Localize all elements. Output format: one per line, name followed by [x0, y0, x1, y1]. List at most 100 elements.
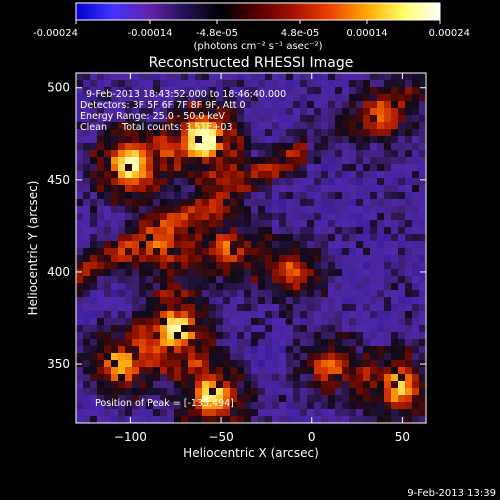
heatmap-cell — [307, 311, 314, 318]
heatmap-cell — [209, 339, 216, 346]
heatmap-cell — [132, 206, 139, 213]
heatmap-cell — [118, 227, 125, 234]
heatmap-cell — [370, 269, 377, 276]
heatmap-cell — [335, 241, 342, 248]
heatmap-cell — [286, 73, 293, 80]
heatmap-cell — [160, 409, 167, 416]
heatmap-cell — [76, 311, 83, 318]
heatmap-cell — [125, 360, 132, 367]
heatmap-cell — [146, 388, 153, 395]
heatmap-cell — [419, 402, 426, 409]
heatmap-cell — [125, 157, 132, 164]
y-tick-label: 450 — [47, 173, 70, 187]
heatmap-cell — [139, 318, 146, 325]
heatmap-cell — [83, 339, 90, 346]
heatmap-cell — [405, 227, 412, 234]
heatmap-cell — [321, 164, 328, 171]
heatmap-cell — [76, 150, 83, 157]
heatmap-cell — [230, 402, 237, 409]
heatmap-cell — [97, 283, 104, 290]
heatmap-cell — [237, 234, 244, 241]
heatmap-cell — [97, 220, 104, 227]
heatmap-cell — [188, 192, 195, 199]
heatmap-cell — [97, 213, 104, 220]
heatmap-cell — [153, 136, 160, 143]
heatmap-cell — [363, 367, 370, 374]
heatmap-cell — [286, 234, 293, 241]
heatmap-cell — [167, 395, 174, 402]
heatmap-cell — [104, 220, 111, 227]
heatmap-cell — [391, 374, 398, 381]
heatmap-cell — [195, 409, 202, 416]
heatmap-cell — [181, 248, 188, 255]
heatmap-cell — [384, 297, 391, 304]
heatmap-cell — [202, 416, 209, 423]
heatmap-cell — [391, 150, 398, 157]
heatmap-cell — [300, 332, 307, 339]
heatmap-cell — [216, 143, 223, 150]
heatmap-cell — [328, 248, 335, 255]
heatmap-cell — [181, 157, 188, 164]
heatmap-cell — [279, 332, 286, 339]
heatmap-cell — [328, 360, 335, 367]
heatmap-cell — [223, 304, 230, 311]
heatmap-cell — [335, 178, 342, 185]
heatmap-cell — [97, 178, 104, 185]
heatmap-cell — [272, 339, 279, 346]
heatmap-cell — [132, 164, 139, 171]
heatmap-cell — [188, 87, 195, 94]
heatmap-cell — [286, 367, 293, 374]
heatmap-cell — [356, 283, 363, 290]
heatmap-cell — [188, 94, 195, 101]
heatmap-cell — [97, 136, 104, 143]
heatmap-cell — [251, 402, 258, 409]
heatmap-cell — [377, 283, 384, 290]
heatmap-cell — [279, 269, 286, 276]
heatmap-cell — [125, 388, 132, 395]
heatmap-cell — [272, 388, 279, 395]
heatmap-cell — [370, 150, 377, 157]
heatmap-cell — [104, 304, 111, 311]
heatmap-cell — [237, 220, 244, 227]
heatmap-cell — [391, 262, 398, 269]
heatmap-cell — [223, 136, 230, 143]
heatmap-cell — [412, 157, 419, 164]
heatmap-cell — [237, 269, 244, 276]
heatmap-cell — [202, 255, 209, 262]
heatmap-cell — [349, 388, 356, 395]
heatmap-cell — [230, 129, 237, 136]
heatmap-cell — [272, 171, 279, 178]
heatmap-cell — [118, 220, 125, 227]
heatmap-cell — [174, 304, 181, 311]
heatmap-cell — [412, 129, 419, 136]
heatmap-cell — [391, 409, 398, 416]
heatmap-cell — [286, 192, 293, 199]
heatmap-cell — [384, 213, 391, 220]
heatmap-cell — [272, 346, 279, 353]
heatmap-cell — [286, 199, 293, 206]
heatmap-cell — [314, 178, 321, 185]
heatmap-cell — [153, 283, 160, 290]
heatmap-cell — [216, 108, 223, 115]
heatmap-cell — [111, 346, 118, 353]
heatmap-cell — [216, 192, 223, 199]
heatmap-cell — [237, 318, 244, 325]
heatmap-cell — [419, 101, 426, 108]
heatmap-cell — [237, 283, 244, 290]
heatmap-cell — [300, 262, 307, 269]
heatmap-cell — [146, 353, 153, 360]
peak-marker — [285, 319, 291, 325]
heatmap-cell — [335, 409, 342, 416]
heatmap-cell — [321, 213, 328, 220]
heatmap-cell — [314, 136, 321, 143]
heatmap-cell — [181, 318, 188, 325]
heatmap-cell — [321, 339, 328, 346]
heatmap-cell — [104, 353, 111, 360]
heatmap-cell — [104, 122, 111, 129]
heatmap-cell — [293, 248, 300, 255]
heatmap-cell — [174, 80, 181, 87]
heatmap-cell — [335, 248, 342, 255]
heatmap-cell — [286, 136, 293, 143]
heatmap-cell — [97, 374, 104, 381]
heatmap-cell — [279, 276, 286, 283]
